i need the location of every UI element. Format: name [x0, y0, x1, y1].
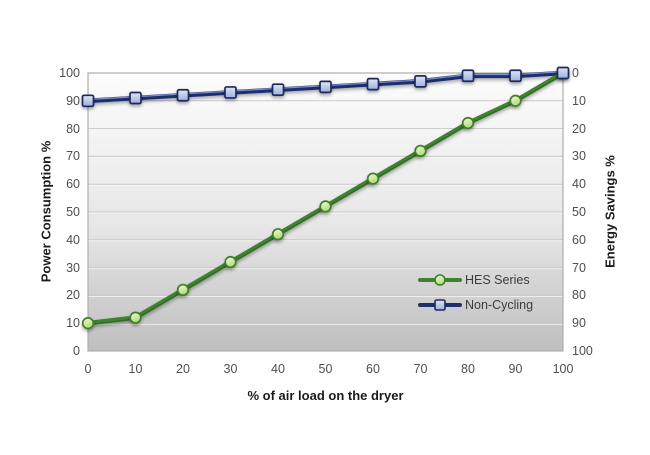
x-axis-tick: 0: [84, 362, 92, 376]
hes-series-data-point: [461, 116, 475, 130]
y-axis-tick-left: 40: [66, 232, 80, 247]
x-axis-tick: 20: [176, 362, 190, 376]
x-axis-tick: 100: [552, 362, 574, 376]
plot-border: [87, 72, 564, 352]
non-cycling-line-marker-icon: [416, 298, 464, 312]
y-axis-tick-left: 0: [73, 344, 80, 358]
non-cycling-data-point: [81, 94, 95, 108]
x-axis-tick: 30: [223, 362, 238, 376]
non-cycling-data-point: [366, 77, 380, 91]
y-axis-tick-right: 50: [572, 205, 586, 219]
y-axis-title-left: Power Consumption %: [38, 140, 54, 283]
y-axis-tick-right: 80: [572, 288, 586, 303]
hes-series-data-point: [81, 317, 95, 330]
non-cycling-data-point: [129, 91, 142, 105]
hes-series-data-point: [509, 94, 522, 107]
hes-series-data-point: [414, 144, 427, 157]
y-axis-tick-right: 60: [572, 232, 586, 247]
non-cycling-data-point: [271, 83, 285, 97]
x-axis-tick: 50: [318, 362, 333, 376]
y-axis-tick-left: 50: [66, 205, 80, 219]
x-axis-tick: 90: [508, 362, 523, 376]
y-axis-tick-left: 10: [66, 316, 80, 331]
non-cycling-data-point: [319, 80, 332, 94]
non-cycling-data-point: [461, 69, 475, 83]
legend-item-hes-series: HES Series: [416, 269, 533, 290]
legend: HES Series Non-Cycling: [416, 269, 533, 319]
y-axis-tick-right: 100: [572, 344, 593, 358]
x-axis-tick: 80: [461, 362, 475, 376]
x-axis-tick: 70: [413, 362, 428, 376]
y-axis-tick-left: 100: [59, 66, 80, 80]
hes-series-line-marker-icon: [416, 273, 464, 287]
y-axis-tick-right: 20: [572, 121, 586, 136]
legend-item-non-cycling: Non-Cycling: [416, 294, 533, 315]
y-axis-tick-right: 30: [572, 149, 586, 164]
hes-series-data-point: [176, 283, 190, 296]
y-axis-title-right: Energy Savings %: [602, 155, 618, 268]
non-cycling-data-point: [509, 69, 522, 83]
non-cycling-data-point: [556, 66, 570, 80]
hes-series-data-point: [129, 311, 142, 324]
y-axis-tick-left: 60: [66, 177, 80, 192]
y-axis-tick-right: 40: [572, 177, 586, 192]
x-axis-title: % of air load on the dryer: [247, 388, 404, 403]
hes-series-data-point: [366, 172, 380, 185]
hes-series-data-point: [319, 200, 332, 213]
y-axis-tick-left: 80: [66, 121, 80, 136]
series-markers-hes-series: [81, 66, 570, 330]
y-axis-tick-left: 70: [66, 149, 80, 164]
y-axis-tick-left: 30: [66, 260, 80, 275]
x-axis-tick: 40: [271, 362, 285, 376]
y-axis-tick-right: 90: [572, 316, 586, 331]
y-axis-tick-left: 90: [66, 93, 80, 108]
legend-label-non-cycling: Non-Cycling: [465, 297, 534, 312]
non-cycling-data-point: [414, 74, 427, 88]
y-axis-tick-right: 70: [572, 260, 586, 275]
x-axis-tick: 60: [366, 362, 380, 376]
x-axis-tick: 10: [128, 362, 143, 376]
legend-label-hes-series: HES Series: [465, 272, 530, 287]
hes-series-data-point: [224, 255, 237, 269]
non-cycling-data-point: [224, 86, 237, 99]
non-cycling-data-point: [176, 88, 190, 102]
y-axis-tick-right: 10: [572, 93, 586, 108]
series-markers-non-cycling: [81, 66, 570, 108]
y-axis-tick-left: 20: [66, 288, 80, 303]
y-axis-tick-right: 0: [572, 66, 579, 80]
hes-series-data-point: [271, 228, 285, 241]
